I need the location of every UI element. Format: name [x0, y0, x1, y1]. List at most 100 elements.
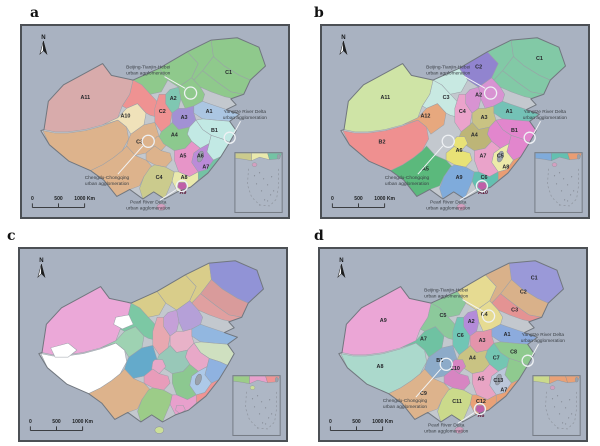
scale-label: 1000 Km — [372, 419, 393, 425]
annotation-text: Chengdu-Chongqing — [85, 175, 130, 181]
region-label: A6 — [478, 413, 485, 419]
region-label: C3 — [443, 95, 450, 101]
inset-islet — [270, 194, 272, 196]
region-label: C6 — [457, 333, 464, 339]
taiwan-island — [494, 373, 502, 386]
inset-dash-line — [245, 391, 277, 430]
annotation-text: Yangtze River Delta — [522, 332, 565, 338]
panel-letter-a: a — [30, 5, 40, 21]
region-label: A10 — [478, 190, 488, 196]
region-label: A2 — [170, 96, 177, 102]
region-label: C11 — [452, 399, 462, 405]
map-panel-b: b C1 C2 C3 A11 A12 B2 A2 C4 A1 A3 A4 B1 C5 A7 A6 A5 A9 C6… — [314, 5, 590, 219]
inset-islet — [560, 401, 563, 403]
agglomeration-circle — [475, 179, 489, 193]
region-label: A9 — [380, 318, 387, 324]
inset-islet — [560, 190, 563, 192]
agglomeration-circle — [483, 86, 498, 100]
panel-letter-d: d — [314, 228, 324, 244]
map-d: C1 C2 C3 C4 C5 A9 A7 A8 A2 A1 C6 A3 A4 C7 C8 C13 A5 B1 C10… — [318, 247, 588, 442]
inset-islet — [558, 204, 561, 206]
inset-islet — [564, 423, 567, 425]
scale-label: 1000 Km — [374, 196, 395, 202]
inset-islet — [571, 176, 573, 178]
region-label: A6 — [456, 148, 463, 154]
annotation-text: Pearl River Delta — [430, 200, 467, 206]
region-label: C10 — [450, 366, 460, 372]
inset-islet — [561, 422, 564, 424]
region-label: A8 — [377, 364, 384, 370]
region-label: C1 — [225, 70, 232, 76]
inset-hainan — [249, 385, 256, 390]
taiwan-island — [194, 373, 202, 386]
inset-dash-line — [247, 168, 279, 207]
region-label: A2 — [475, 93, 482, 99]
china-map — [338, 260, 564, 422]
leader-line — [462, 299, 484, 312]
agglomeration-circle — [481, 309, 496, 323]
region-label: A4 — [469, 356, 476, 362]
hainan-island — [156, 203, 166, 211]
inset-islet — [264, 407, 267, 409]
inset-islet — [262, 178, 265, 180]
inset-coast-mid — [549, 375, 568, 385]
inset-frame — [532, 375, 581, 436]
region-label: C9 — [420, 391, 427, 397]
region-polygon — [113, 314, 134, 330]
north-arrow-right — [343, 41, 348, 55]
scale-bar-line — [331, 203, 386, 208]
inset-islet — [266, 200, 269, 202]
inset-islet — [553, 175, 556, 177]
agglomeration-circle — [223, 131, 236, 144]
inset-taiwan — [575, 377, 579, 383]
agglomeration-circle — [521, 354, 534, 367]
taiwan-island — [496, 150, 504, 163]
region-label: A11 — [380, 95, 390, 101]
china-map — [340, 37, 566, 199]
region-label: A8 — [502, 164, 509, 170]
scale-bar-line — [31, 203, 86, 208]
region-label: C12 — [476, 399, 486, 405]
hainan-island — [154, 426, 164, 434]
inset-islet — [558, 413, 561, 415]
inset-frame — [234, 152, 283, 213]
inset-map — [534, 152, 583, 213]
annotation-text: urban agglomeration — [424, 429, 468, 435]
inset-coast-west — [235, 152, 252, 161]
region-label: C8 — [510, 350, 517, 356]
region-label: A7 — [500, 387, 507, 393]
region-label: A7 — [420, 337, 427, 343]
inset-islet — [266, 184, 269, 186]
agglomeration-circle — [183, 86, 198, 100]
china-outline — [38, 260, 264, 423]
taiwan-island — [196, 150, 204, 163]
inset-islet — [556, 427, 559, 429]
region-label: C6 — [481, 175, 488, 181]
inset-islet — [573, 190, 575, 192]
agglomeration-circle — [141, 134, 155, 148]
region-label: A3 — [181, 115, 188, 121]
inset-hainan — [551, 162, 558, 167]
scale-label: 500 — [52, 419, 61, 425]
annotation-text: urban agglomeration — [126, 206, 170, 212]
scale-bar-line — [329, 426, 384, 431]
north-arrow: N — [39, 35, 48, 55]
inset-islet — [268, 417, 270, 419]
inset-islet — [261, 422, 264, 424]
leader-line — [417, 145, 444, 175]
inset-coast-west — [233, 375, 250, 384]
inset-islet — [264, 423, 267, 425]
north-arrow: N — [37, 258, 46, 278]
annotation-text: Pearl River Delta — [130, 200, 167, 206]
region-label: C2 — [159, 109, 166, 115]
north-label: N — [39, 258, 43, 264]
inset-islet — [563, 199, 566, 201]
inset-coast-mid — [551, 152, 570, 162]
inset-coast-west — [533, 375, 550, 384]
north-arrow: N — [339, 35, 348, 55]
